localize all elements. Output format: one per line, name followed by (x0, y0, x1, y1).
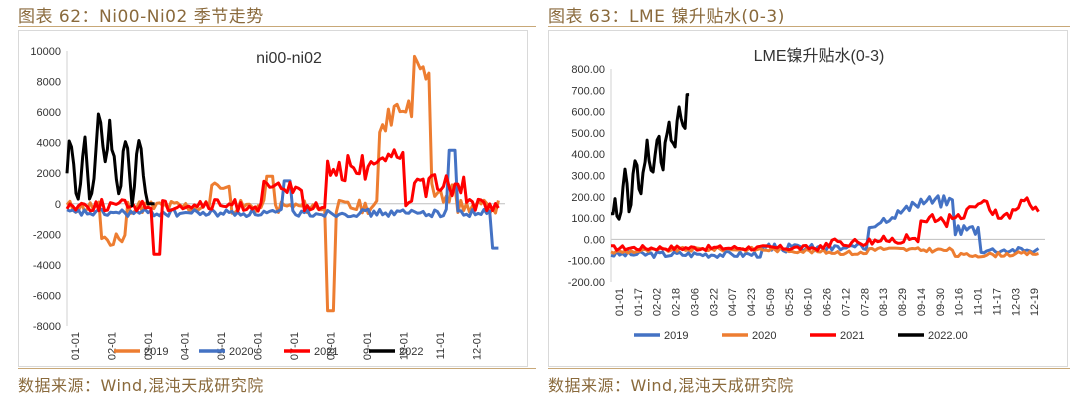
x-tick-label: 11-01 (973, 288, 985, 315)
figure-62-title: 图表 62：Ni00-Ni02 季节走势 (18, 7, 264, 27)
x-tick-label: 07-28 (859, 288, 871, 316)
series-2020-line (66, 148, 499, 250)
y-tick-label: -100.00 (568, 256, 605, 268)
x-tick-label: 12-01 (472, 332, 484, 360)
legend-label: 2022 (399, 346, 423, 358)
x-tick-label: 10-01 (399, 332, 411, 360)
x-tick-label: 10-16 (954, 288, 966, 316)
series-2021-line (65, 148, 500, 256)
x-tick-label: 06-01 (253, 332, 265, 360)
chart-63: LME镍升贴水(0-3) 800.00 700.00 600.00 500.00 400.… (548, 30, 1068, 367)
chart-title: LME镍升贴水(0-3) (754, 47, 885, 65)
x-tick-label: 09-30 (935, 288, 947, 316)
y-tick-label: 4000 (37, 138, 61, 150)
series-2020-line (610, 245, 1039, 259)
x-tick-label: 07-01 (289, 332, 301, 360)
x-tick-label: 07-12 (840, 288, 852, 316)
title-rule-right (548, 26, 1070, 27)
x-tick-label: 04-07 (727, 288, 739, 316)
y-tick-label: 0.00 (584, 234, 605, 246)
y-tick-label: 8000 (37, 77, 61, 89)
x-tick-label: 01-17 (633, 288, 645, 316)
chart-63-svg: LME镍升贴水(0-3) 800.00 700.00 600.00 500.00 400.… (568, 47, 1045, 342)
legend-label: 2021 (314, 346, 338, 358)
y-tick-label: 0 (55, 199, 61, 211)
x-tick-label: 03-06 (689, 288, 701, 316)
series-2022-line (611, 93, 690, 221)
legend-label: 2019 (144, 346, 168, 358)
legend-label: 2022.00 (928, 330, 968, 342)
y-tick-label: 2000 (37, 168, 61, 180)
y-tick-label: -2000 (33, 229, 61, 241)
legend-label: 2019 (664, 330, 688, 342)
y-tick-label: 500.00 (571, 128, 605, 140)
chart-62-svg: ni00-ni02 10000 8000 6000 4000 2000 0 -2000 -400… (30, 46, 505, 360)
x-tick-label: 02-18 (671, 288, 683, 316)
y-tick-label: -8000 (33, 321, 61, 333)
x-tick-label: 11-01 (435, 332, 447, 359)
figure-63-title: 图表 63：LME 镍升贴水(0-3) (548, 7, 785, 27)
y-tick-label: 800.00 (571, 64, 605, 76)
x-tick-label: 11-17 (991, 288, 1003, 315)
chart-title: ni00-ni02 (256, 50, 322, 67)
y-tick-label: 300.00 (571, 171, 605, 183)
x-tick-label: 03-22 (708, 288, 720, 316)
y-tick-label: 600.00 (571, 107, 605, 119)
x-tick-label: 08-13 (878, 288, 890, 316)
x-tick-label: 02-01 (107, 332, 119, 360)
y-tick-label: -6000 (33, 290, 61, 302)
series-2022-line (65, 112, 155, 208)
title-rule-left (18, 26, 536, 27)
x-tick-label: 01-01 (70, 332, 82, 360)
x-tick-label: 09-01 (362, 332, 374, 360)
x-tick-label: 04-23 (746, 288, 758, 316)
y-tick-label: 100.00 (571, 213, 605, 225)
x-tick-label: 05-01 (216, 332, 228, 360)
y-tick-label: 400.00 (571, 149, 605, 161)
legend-label: 2020 (752, 330, 776, 342)
figure-63-source: 数据来源：Wind,混沌天成研究院 (548, 376, 794, 395)
x-tick-label: 01-01 (614, 288, 626, 316)
source-rule-left (18, 368, 536, 369)
x-tick-label: 08-01 (326, 332, 338, 360)
y-tick-label: 200.00 (571, 192, 605, 204)
x-tick-label: 04-01 (180, 332, 192, 360)
legend-label: 2021 (840, 330, 864, 342)
y-tick-label: 700.00 (571, 85, 605, 97)
y-tick-label: 10000 (30, 46, 61, 58)
x-tick-label: 12-03 (1010, 288, 1022, 316)
series-2021-line (610, 196, 1040, 252)
x-tick-label: 12-19 (1029, 288, 1041, 316)
y-tick-label: -4000 (33, 260, 61, 272)
source-rule-right (548, 368, 1070, 369)
x-tick-label: 09-14 (916, 288, 928, 316)
x-tick-label: 08-29 (897, 288, 909, 316)
figure-62-source: 数据来源：Wind,混沌天成研究院 (18, 376, 264, 395)
y-tick-label: -200.00 (568, 277, 605, 289)
x-tick-label: 06-26 (822, 288, 834, 316)
y-tick-label: 6000 (37, 107, 61, 119)
legend-label: 2020 (229, 346, 253, 358)
chart-62: ni00-ni02 10000 8000 6000 4000 2000 0 -2000 -400… (18, 30, 528, 367)
x-tick-label: 02-02 (652, 288, 664, 316)
x-tick-label: 05-25 (784, 288, 796, 316)
x-tick-label: 06-10 (803, 288, 815, 316)
x-tick-label: 05-09 (765, 288, 777, 316)
x-tick-label: 03-01 (143, 332, 155, 360)
